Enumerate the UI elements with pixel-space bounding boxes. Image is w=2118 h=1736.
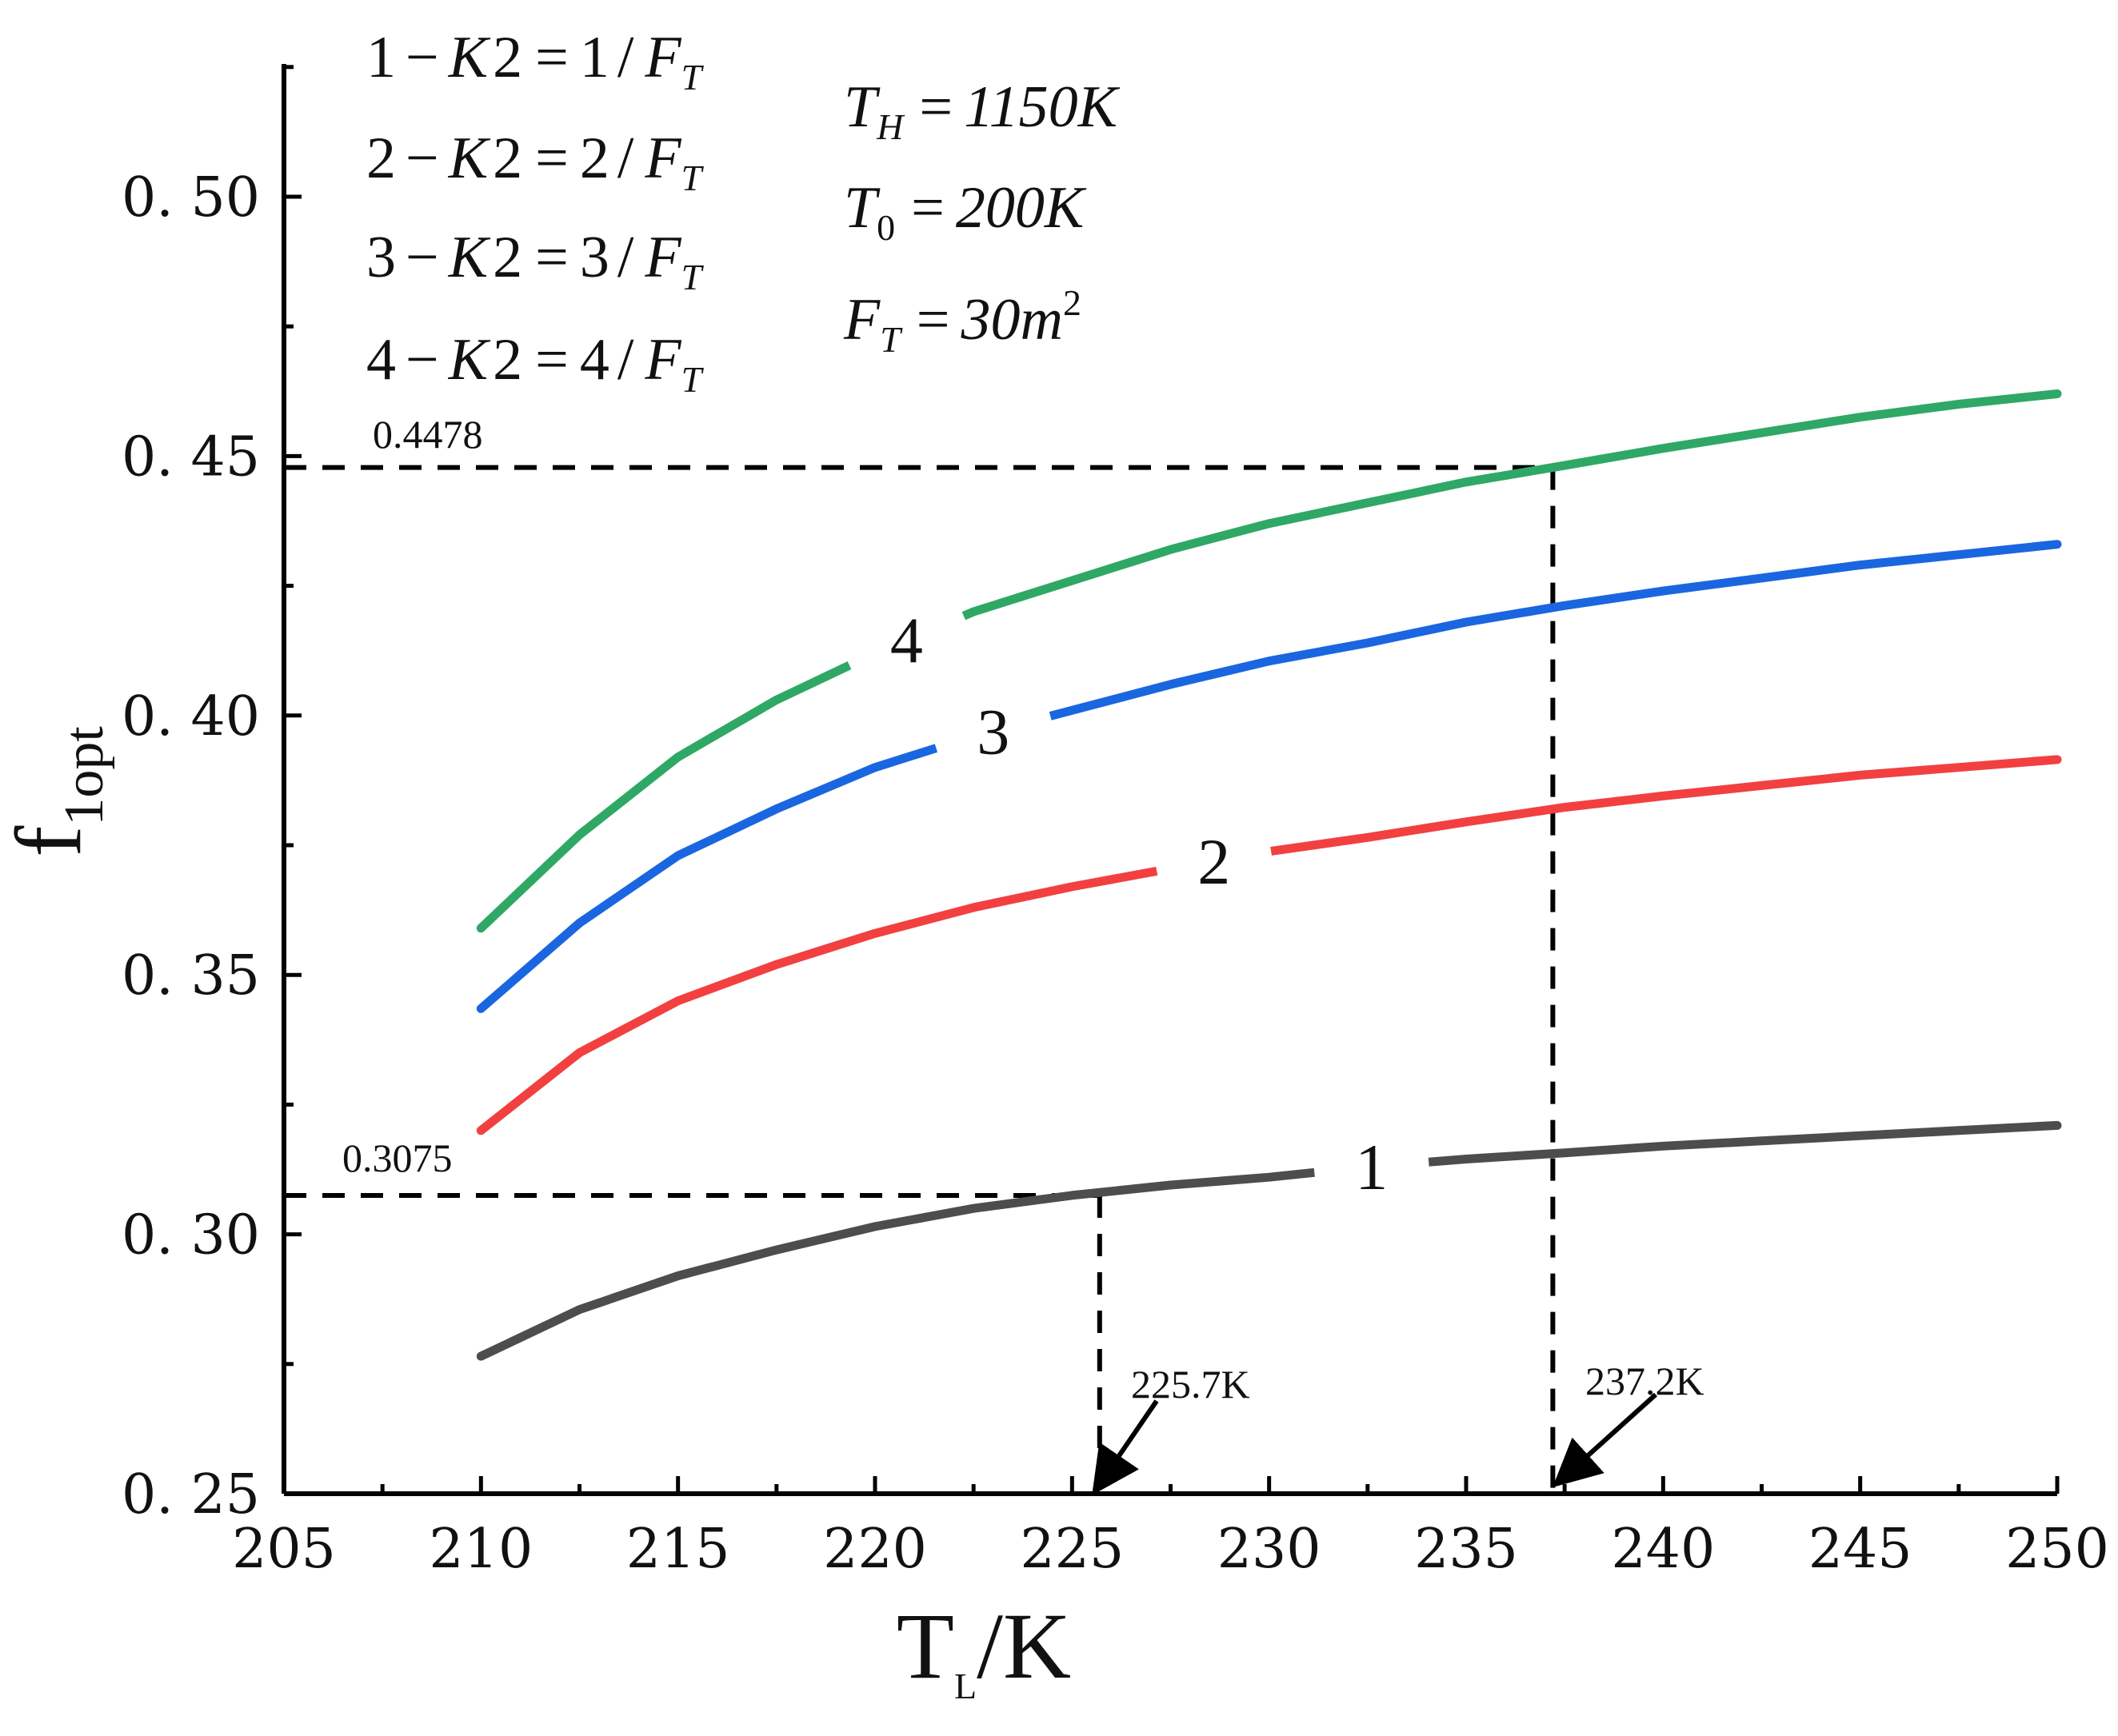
x-tick-label: 245 — [1808, 1518, 1912, 1581]
reference-lines — [284, 465, 1658, 1495]
legend-entry-2: 2− K2 = 2/FT — [366, 126, 705, 198]
y-axis-title: f1opt — [0, 726, 115, 857]
series-label-gap — [845, 608, 968, 674]
series-line-3 — [476, 540, 2062, 1013]
series-label-2: 2 — [1197, 825, 1230, 898]
y-tick-label: 0. 45 — [122, 425, 260, 489]
y-tick-label: 0. 40 — [122, 685, 260, 748]
legend-entry-1: 1− K2 = 1/FT — [366, 25, 705, 98]
legend-entry-3: 3− K2 = 3/FT — [366, 225, 705, 297]
x-tick-label: 240 — [1611, 1518, 1715, 1581]
series-line-1 — [476, 1120, 2062, 1361]
legend: 1− K2 = 1/FT 2− K2 = 2/FT 3− K2 = 3/FT 4− K2 = 4/FT — [366, 25, 705, 400]
series-label-1: 1 — [1355, 1131, 1388, 1203]
legend-entry-4: 4− K2 = 4/FT — [366, 327, 705, 400]
ref-x-label-0: 225.7K — [1131, 1362, 1250, 1407]
ref-y-label-0: 0.3075 — [342, 1135, 453, 1180]
axes: 205 210 215 220 225 230 235 240 245 250 0. 25 0. 30… — [122, 64, 2109, 1581]
x-axis-title: TL/K — [897, 1594, 1071, 1706]
parameter-th: TH = 1150K — [844, 74, 1121, 147]
series-lines: 1 2 34 — [476, 389, 2062, 1361]
x-tick-label: 235 — [1414, 1518, 1518, 1581]
series-label-4: 4 — [890, 604, 923, 676]
series-label-gap — [1313, 1153, 1430, 1182]
x-tick-label: 230 — [1217, 1518, 1321, 1581]
parameters: TH = 1150K T0 = 200K FT = 30m2 — [843, 74, 1121, 360]
series-label-gap — [1155, 842, 1273, 880]
y-tick-label: 0. 30 — [122, 1204, 260, 1267]
x-tick-label: 250 — [2005, 1518, 2109, 1581]
x-tick-label: 220 — [823, 1518, 927, 1581]
y-tick-label: 0. 35 — [122, 944, 260, 1008]
series-label-3: 3 — [977, 695, 1009, 768]
parameter-t0: T0 = 200K — [844, 175, 1087, 248]
series-line-4 — [476, 389, 2062, 933]
y-tick-label: 0. 50 — [122, 166, 260, 229]
x-tick-label: 205 — [232, 1518, 336, 1581]
x-tick-label: 225 — [1020, 1518, 1124, 1581]
ref-x-label-1: 237.2K — [1585, 1359, 1704, 1403]
x-tick-label: 215 — [626, 1518, 730, 1581]
series-line-2 — [476, 755, 2062, 1135]
y-tick-label: 0. 25 — [122, 1463, 260, 1526]
ref-arrow — [1092, 1399, 1159, 1495]
parameter-ft: FT = 30m2 — [843, 282, 1081, 360]
ref-y-label-1: 0.4478 — [373, 412, 483, 457]
series-label-gap — [933, 707, 1053, 756]
ref-arrow — [1553, 1392, 1658, 1488]
x-tick-label: 210 — [429, 1518, 533, 1581]
